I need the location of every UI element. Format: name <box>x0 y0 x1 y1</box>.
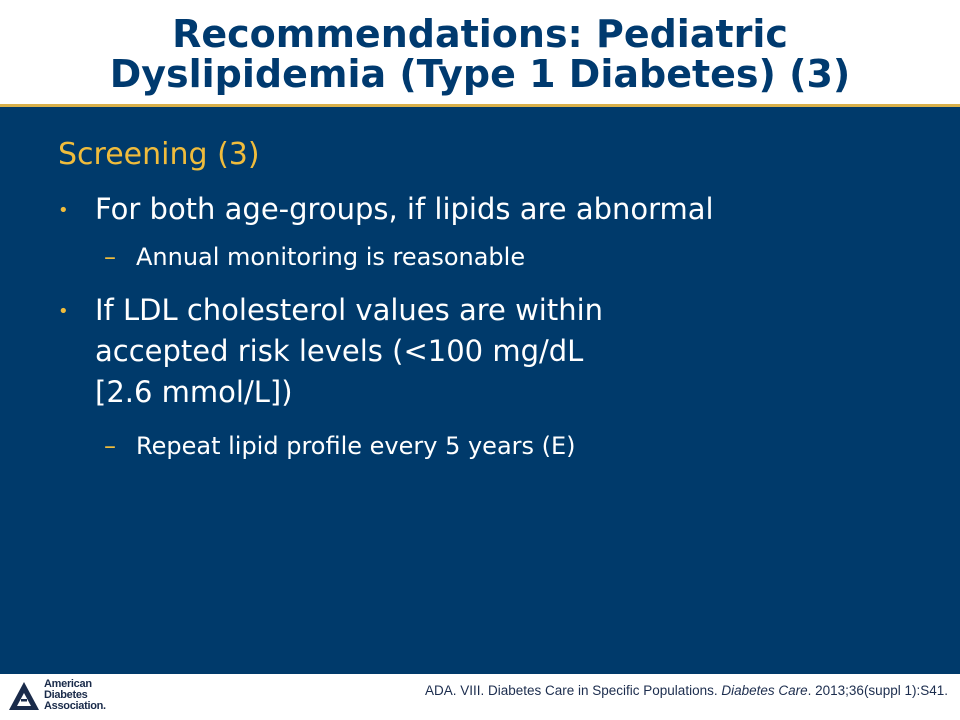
sub-bullet-text: Annual monitoring is reasonable <box>136 243 526 271</box>
bullet-text-line-2: accepted risk levels (<100 mg/dL <box>95 334 584 368</box>
bullet-marker: • <box>58 200 69 221</box>
ada-logo-wordmark: American Diabetes Association. <box>44 679 124 712</box>
citation-prefix: ADA. VIII. Diabetes Care in Specific Pop… <box>424 683 722 698</box>
slide-body <box>0 107 960 674</box>
title-divider <box>0 104 960 107</box>
slide-title-line-1: Recommendations: Pediatric <box>172 12 788 56</box>
citation-suffix: . 2013;36(suppl 1):S41. <box>807 683 948 698</box>
slide-title-line-2: Dyslipidemia (Type 1 Diabetes) (3) <box>109 52 851 96</box>
bullet-text-line-3: [2.6 mmol/L]) <box>95 375 293 409</box>
bullet-text: For both age-groups, if lipids are abnor… <box>95 192 714 226</box>
sub-bullet-text: Repeat lipid profile every 5 years (E) <box>136 432 576 460</box>
section-subtitle: Screening (3) <box>58 137 260 172</box>
citation-journal: Diabetes Care <box>721 683 808 698</box>
slide-header: Recommendations: Pediatric Dyslipidemia … <box>0 0 960 106</box>
sub-bullet-marker: – <box>104 243 116 271</box>
citation: ADA. VIII. Diabetes Care in Specific Pop… <box>425 682 948 700</box>
logo-line-2: Diabetes <box>44 689 88 701</box>
bullet-marker: • <box>58 301 69 322</box>
logo-line-3: Association. <box>44 700 106 712</box>
logo-line-1: American <box>44 678 92 690</box>
bullet-text-line-1: If LDL cholesterol values are within <box>95 293 604 327</box>
slide-footer <box>0 674 960 720</box>
sub-bullet-marker: – <box>104 432 116 460</box>
slide-title: Recommendations: Pediatric Dyslipidemia … <box>0 14 960 94</box>
ada-triangle-icon <box>9 682 39 710</box>
ada-logo: American Diabetes Association. <box>8 677 118 715</box>
